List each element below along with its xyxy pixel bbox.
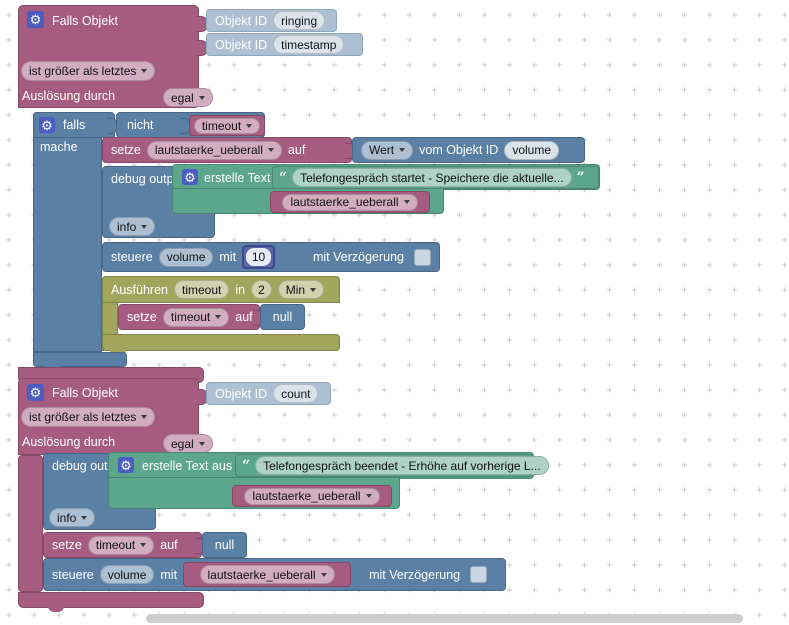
dropdown-arrow-icon [141, 224, 148, 229]
variable-dropdown[interactable]: timeout [87, 535, 155, 555]
timeout-value-field[interactable]: 2 [251, 280, 272, 299]
timeout-block-header[interactable]: Ausführen timeout in 2 Min [102, 276, 340, 303]
text-string-block[interactable]: “ Telefongespräch startet - Speichere di… [272, 166, 599, 189]
set-variable-block[interactable]: setze timeout auf [43, 532, 202, 558]
dropdown-arrow-icon [403, 200, 410, 204]
next-connector-bump [48, 606, 64, 612]
create-text-label: erstelle Text aus [204, 171, 295, 185]
set-variable-block[interactable]: setze lautstaerke_ueberall auf [102, 137, 352, 163]
if-block-footer[interactable] [33, 352, 127, 367]
dropdown-arrow-icon [365, 494, 372, 498]
null-block[interactable]: null [260, 304, 305, 330]
timeout-name-field[interactable]: timeout [173, 280, 230, 299]
block-title: Falls Objekt [52, 14, 118, 28]
debug-label: debug output [52, 459, 125, 473]
mutator-gear-icon[interactable]: ⚙ [118, 457, 134, 473]
variable-dropdown[interactable]: lautstaerke_ueberall [282, 193, 418, 211]
objekt-id-field[interactable]: count [273, 384, 319, 403]
value-type-dropdown[interactable]: Wert [361, 140, 414, 160]
null-block[interactable]: null [202, 532, 247, 558]
text-field[interactable]: Telefongespräch startet - Speichere die … [292, 168, 572, 187]
objekt-id-field[interactable]: volume [99, 565, 155, 584]
trigger-block-2-footer[interactable] [18, 592, 204, 608]
trigger-by-label: Auslösung durch [22, 89, 116, 103]
timeout-unit-dropdown[interactable]: Min [277, 280, 325, 299]
dropdown-arrow-icon [81, 515, 88, 520]
variable-dropdown[interactable]: timeout [162, 307, 230, 327]
variable-dropdown[interactable]: lautstaerke_ueberall [244, 487, 380, 505]
variable-get-block-lautstaerke[interactable]: lautstaerke_ueberall [232, 485, 392, 507]
dropdown-arrow-icon [198, 95, 205, 100]
objekt-id-label: Objekt ID [215, 386, 268, 401]
mutator-gear-icon[interactable]: ⚙ [39, 117, 55, 133]
variable-dropdown[interactable]: lautstaerke_ueberall [199, 565, 335, 584]
horizontal-scrollbar[interactable] [146, 614, 743, 623]
create-text-label: erstelle Text aus [142, 459, 233, 473]
trigger-by-label: Auslösung durch [22, 435, 116, 449]
variable-get-block-timeout[interactable]: timeout [189, 115, 265, 136]
objekt-id-field[interactable]: volume [158, 247, 214, 267]
objekt-id-label: Objekt ID [215, 37, 268, 52]
objekt-id-block-timestamp[interactable]: Objekt ID timestamp [206, 33, 363, 56]
trigger-dropdown[interactable]: egal [163, 434, 213, 453]
delay-label: mit Verzögerung [369, 567, 461, 582]
control-state-block[interactable]: steuere volume mit 10 mit Verzögerung [102, 242, 440, 272]
if-label: falls [63, 118, 86, 132]
trigger-block-2-spine[interactable] [18, 455, 43, 592]
close-quote-icon: ” [576, 169, 585, 186]
close-quote-icon: ” [553, 457, 562, 474]
dropdown-arrow-icon [246, 123, 253, 128]
debug-label: debug output [111, 172, 184, 186]
number-field[interactable]: 10 [245, 248, 272, 266]
delay-checkbox[interactable] [414, 248, 431, 266]
number-block[interactable]: 10 [242, 245, 275, 269]
text-field[interactable]: Telefongespräch beendet - Erhöhe auf vor… [255, 456, 549, 475]
log-level-dropdown[interactable]: info [49, 508, 96, 527]
variable-dropdown[interactable]: timeout [193, 117, 261, 134]
block-title: Falls Objekt [52, 386, 118, 400]
dropdown-arrow-icon [215, 315, 222, 319]
objekt-id-block-count[interactable]: Objekt ID count [206, 382, 331, 405]
mutator-gear-icon[interactable]: ⚙ [27, 11, 44, 28]
mutator-gear-icon[interactable]: ⚙ [182, 169, 198, 185]
dropdown-arrow-icon [198, 441, 205, 446]
objekt-id-block-ringing[interactable]: Objekt ID ringing [206, 9, 337, 32]
dropdown-arrow-icon [320, 572, 327, 577]
if-block-spine[interactable] [33, 112, 102, 352]
do-label: mache [40, 140, 78, 154]
get-value-block[interactable]: Wert vom Objekt ID volume [352, 137, 585, 163]
trigger-dropdown[interactable]: egal [163, 88, 213, 107]
condition-dropdown[interactable]: ist größer als letztes [21, 407, 156, 427]
delay-label: mit Verzögerung [312, 250, 404, 264]
open-quote-icon: “ [242, 457, 251, 474]
objekt-id-field[interactable]: timestamp [273, 35, 345, 54]
dropdown-arrow-icon [141, 69, 148, 73]
objekt-id-field[interactable]: volume [504, 140, 559, 160]
dropdown-arrow-icon [267, 148, 274, 152]
condition-dropdown[interactable]: ist größer als letztes [21, 61, 156, 81]
dropdown-arrow-icon [140, 543, 147, 547]
objekt-id-field[interactable]: ringing [273, 11, 326, 30]
text-string-block[interactable]: “ Telefongespräch beendet - Erhöhe auf v… [235, 454, 562, 477]
variable-get-block-lautstaerke[interactable]: lautstaerke_ueberall [270, 191, 430, 213]
mutator-gear-icon[interactable]: ⚙ [27, 384, 44, 401]
control-state-block[interactable]: steuere volume mit lautstaerke_ueberall … [43, 558, 506, 591]
open-quote-icon: “ [279, 169, 288, 186]
log-level-dropdown[interactable]: info [109, 217, 156, 236]
set-variable-block[interactable]: setze timeout auf [118, 304, 260, 330]
variable-dropdown[interactable]: lautstaerke_ueberall [146, 140, 282, 160]
timeout-block-footer[interactable] [102, 334, 340, 351]
objekt-id-label: Objekt ID [215, 13, 268, 28]
dropdown-arrow-icon [310, 287, 317, 292]
dropdown-arrow-icon [141, 415, 148, 419]
dropdown-arrow-icon [399, 148, 406, 152]
variable-get-block-lautstaerke[interactable]: lautstaerke_ueberall [183, 562, 352, 587]
delay-checkbox[interactable] [470, 566, 488, 583]
